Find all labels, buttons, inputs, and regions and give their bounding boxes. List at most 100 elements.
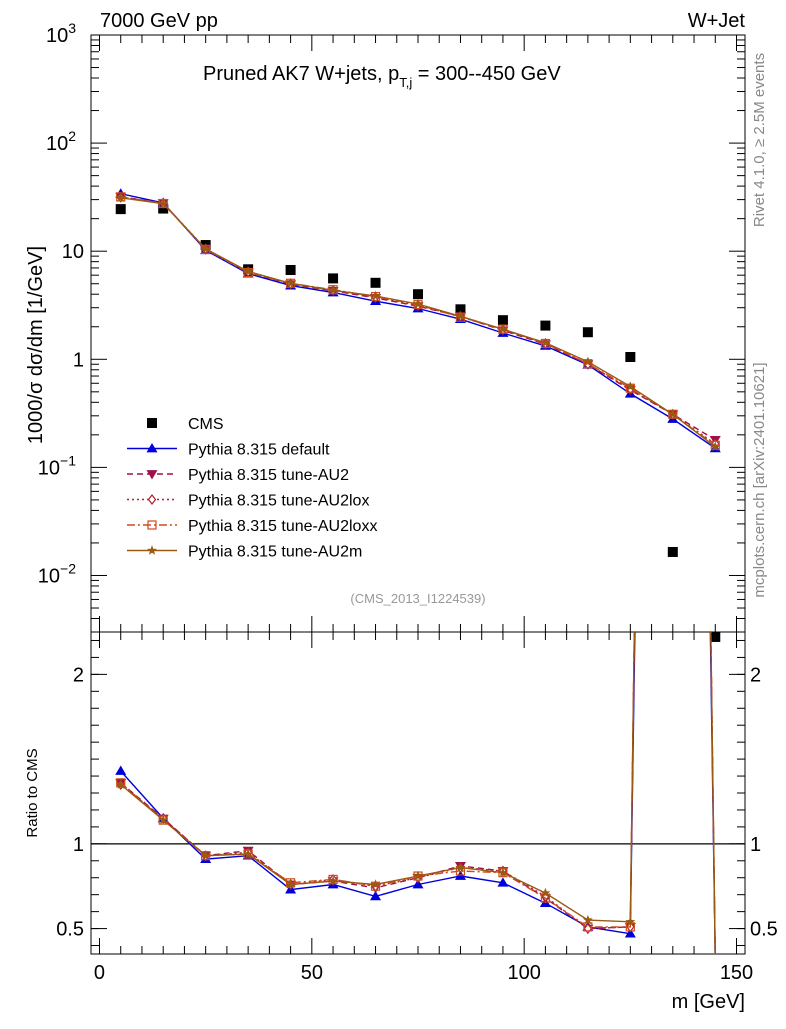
ratio-point-default	[370, 890, 382, 901]
x-axis-label: m [GeV]	[672, 991, 745, 1013]
legend-marker-CMS	[147, 418, 157, 428]
main-ylabel: 1000/σ dσ/dm [1/GeV]	[25, 246, 47, 444]
x-tick-label: 100	[507, 962, 540, 984]
ratio-ticks: 0.5 0.5 1 1 2 2 0 50 100 150	[56, 632, 778, 984]
series-AU2	[115, 192, 721, 446]
legend-marker-AU2loxx	[147, 520, 157, 530]
ratio-point-AU2m	[200, 850, 211, 860]
series-AU2lox	[116, 191, 720, 450]
ratio-point-AU2m	[285, 879, 296, 889]
ratio-point-AU2m	[455, 862, 466, 872]
ratio-y-tick-label: 2	[73, 664, 84, 686]
legend-label-AU2lox: Pythia 8.315 tune-AU2lox	[188, 493, 369, 510]
legend-marker-AU2m	[147, 545, 157, 555]
series-line-AU2m	[120, 197, 716, 448]
point-CMS	[625, 351, 636, 362]
series-default	[115, 188, 721, 453]
ratio-series-AU2m	[115, 632, 716, 954]
point-AU2m	[582, 356, 593, 366]
ratio-point-default	[497, 877, 509, 887]
legend-label-default: Pythia 8.315 default	[188, 442, 330, 459]
series-line-default	[120, 193, 716, 449]
point-CMS	[115, 204, 126, 215]
legend-label-AU2loxx: Pythia 8.315 tune-AU2loxx	[188, 518, 377, 535]
ratio-y-tick-label: 1	[73, 834, 84, 856]
point-AU2m	[498, 324, 508, 334]
x-tick-label: 0	[94, 962, 105, 984]
point-AU2m	[625, 381, 636, 391]
ratio-point-AU2m	[582, 914, 593, 925]
ratio-point-AU2loxx	[285, 878, 296, 888]
point-CMS	[328, 273, 339, 284]
ratio-point-AU2loxx	[328, 874, 338, 885]
x-tick-label: 50	[301, 962, 323, 984]
ratio-point-AU2m	[370, 879, 381, 889]
point-AU2m	[370, 290, 381, 301]
y-tick-label: 103	[46, 20, 76, 47]
ratio-point-AU2m	[243, 848, 254, 859]
point-CMS	[455, 304, 466, 315]
ratio-y-tick-label-right: 1	[750, 834, 761, 856]
ratio-point-AU2m	[413, 870, 423, 881]
ratio-point-AU2m	[498, 867, 508, 877]
ratio-frame	[90, 631, 746, 955]
ratio-point-AU2m	[115, 779, 126, 789]
point-CMS	[370, 277, 381, 288]
ratio-y-tick-label-right: 0.5	[750, 919, 778, 941]
point-AU2m	[158, 198, 169, 208]
y-tick-label: 10	[62, 241, 84, 263]
analysis-id: (CMS_2013_I1224539)	[350, 591, 485, 606]
ratio-ylabel: Ratio to CMS	[24, 748, 41, 837]
ratio-point-AU2loxx	[583, 922, 593, 932]
point-AU2m	[328, 285, 338, 295]
point-AU2m	[667, 409, 678, 419]
ratio-point-AU2m	[625, 916, 636, 926]
process-label: W+Jet	[688, 10, 746, 32]
point-CMS	[582, 327, 593, 338]
series-AU2loxx	[116, 192, 720, 450]
point-CMS	[667, 546, 678, 557]
legend-marker-AU2lox	[147, 494, 157, 505]
ratio-point-default	[115, 765, 127, 775]
y-tick-label: 10−2	[38, 560, 76, 587]
y-tick-label: 10−1	[38, 452, 76, 479]
series-line-AU2lox	[120, 196, 716, 445]
point-AU2m	[413, 298, 423, 309]
legend-label-CMS: CMS	[188, 416, 224, 433]
ratio-y-tick-label: 0.5	[56, 919, 84, 941]
point-AU2m	[710, 441, 721, 451]
ratio-point-default	[412, 879, 424, 889]
legend-marker-default	[146, 443, 158, 453]
ratio-point-AU2loxx	[116, 778, 126, 788]
main-frame	[90, 34, 746, 633]
ratio-point-AU2m	[328, 875, 338, 886]
ratio-y-tick-label-right: 2	[750, 664, 761, 686]
energy-label: 7000 GeV pp	[100, 10, 218, 32]
point-CMS	[285, 264, 296, 275]
legend-label-AU2m: Pythia 8.315 tune-AU2m	[188, 544, 362, 561]
y-tick-label: 102	[46, 128, 76, 155]
ratio-line-AU2loxx	[120, 632, 716, 954]
legend-label-AU2: Pythia 8.315 tune-AU2	[188, 467, 349, 484]
point-AU2m	[243, 266, 254, 276]
rivet-label: Rivet 4.1.0, ≥ 2.5M events	[751, 53, 768, 227]
point-AU2m	[540, 337, 551, 347]
y-tick-label: 1	[73, 349, 84, 371]
point-AU2m	[200, 243, 211, 254]
plot-title: Pruned AK7 W+jets, pT,j = 300--450 GeV	[203, 63, 561, 90]
x-tick-label: 150	[720, 962, 753, 984]
ratio-point-AU2m	[158, 814, 169, 825]
point-AU2m	[115, 192, 126, 202]
point-CMS	[540, 320, 551, 331]
legend-marker-AU2	[146, 470, 158, 480]
point-AU2m	[455, 311, 466, 321]
legend: CMS Pythia 8.315 default Pythia 8.315 tune…	[127, 416, 377, 561]
series-line-AU2loxx	[120, 196, 716, 446]
series-AU2m	[115, 192, 721, 451]
ratio-point-default	[624, 928, 636, 938]
mcplots-label: mcplots.cern.ch [arXiv:2401.10621]	[751, 362, 768, 597]
ratio-marks	[115, 632, 716, 954]
ratio-point-AU2m	[540, 887, 551, 898]
